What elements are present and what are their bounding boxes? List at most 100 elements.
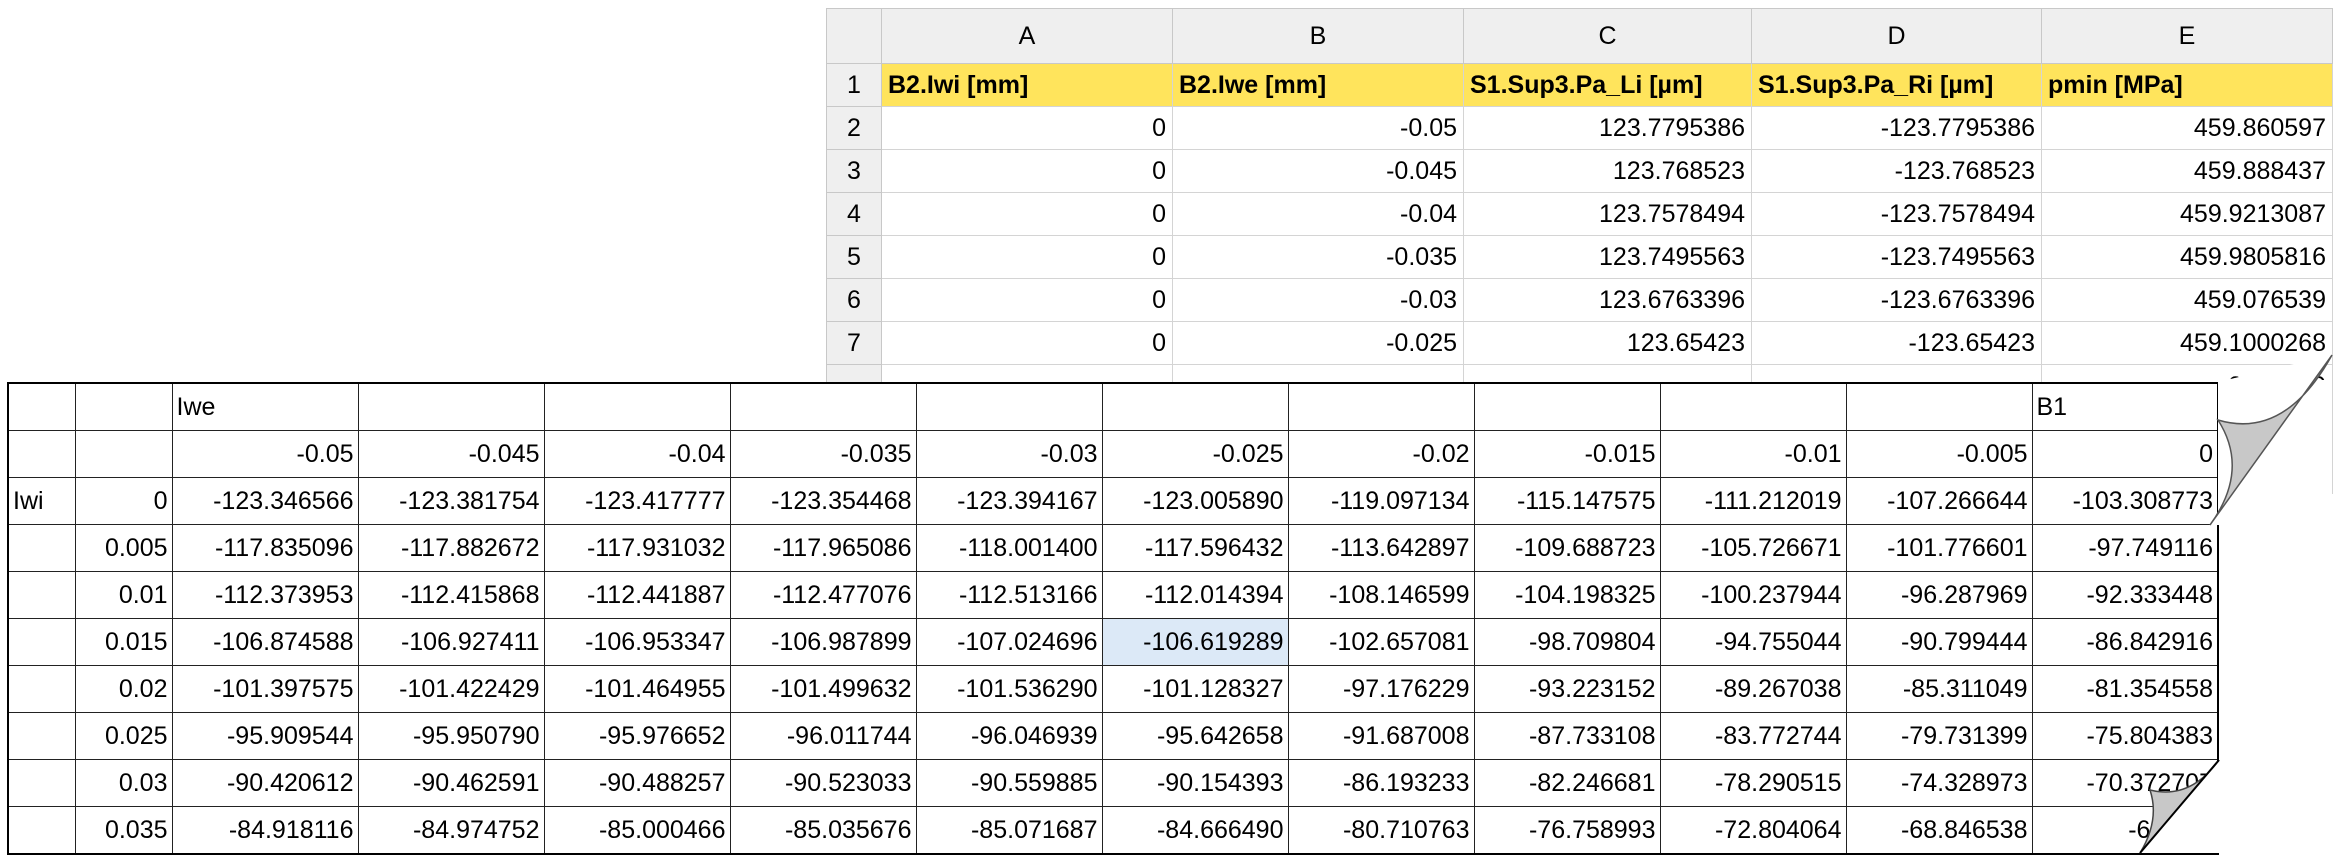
cell: -123.381754 bbox=[357, 477, 545, 525]
cell: -118.001400 bbox=[915, 524, 1103, 572]
cell: 459.888437 bbox=[2041, 149, 2333, 193]
row-number: 5 bbox=[826, 235, 882, 279]
cell: -109.688723 bbox=[1473, 524, 1661, 572]
col-header: 0 bbox=[2031, 430, 2219, 478]
cell: -0.03 bbox=[1172, 278, 1464, 322]
col-header: -0.03 bbox=[915, 430, 1103, 478]
cell: -117.931032 bbox=[543, 524, 731, 572]
cell: 123.768523 bbox=[1463, 149, 1752, 193]
cell: -85.035676 bbox=[729, 806, 917, 855]
cell: -0.025 bbox=[1172, 321, 1464, 365]
data-row: 7 0 -0.025 123.65423 -123.65423 459.1000268 bbox=[826, 321, 2333, 365]
cell: 0 bbox=[881, 278, 1173, 322]
cell: 459.076539 bbox=[2041, 278, 2333, 322]
cell bbox=[1101, 382, 1289, 431]
cell: 459.860597 bbox=[2041, 106, 2333, 150]
iwe-label: Iwe bbox=[171, 382, 359, 431]
col-header: -0.025 bbox=[1101, 430, 1289, 478]
data-row: 0.005 -117.835096 -117.882672 -117.931032 -1… bbox=[7, 524, 2219, 572]
cell: -96.011744 bbox=[729, 712, 917, 760]
cell: -95.642658 bbox=[1101, 712, 1289, 760]
cell: -91.687008 bbox=[1287, 712, 1475, 760]
cell: -89.267038 bbox=[1659, 665, 1847, 713]
cell: -107.024696 bbox=[915, 618, 1103, 666]
cell: -86.193233 bbox=[1287, 759, 1475, 807]
cell: 123.7795386 bbox=[1463, 106, 1752, 150]
col-header: -0.01 bbox=[1659, 430, 1847, 478]
data-row: 0.025 -95.909544 -95.950790 -95.976652 -96.0… bbox=[7, 712, 2219, 760]
cell: -74.328973 bbox=[1845, 759, 2033, 807]
cell: -112.014394 bbox=[1101, 571, 1289, 619]
iwi-label: Iwi bbox=[7, 477, 76, 525]
page-curl bbox=[2209, 354, 2333, 526]
cell: -117.596432 bbox=[1101, 524, 1289, 572]
cell: -102.657081 bbox=[1287, 618, 1475, 666]
cell: -95.950790 bbox=[357, 712, 545, 760]
data-row: 6 0 -0.03 123.6763396 -123.6763396 459.076539 bbox=[826, 278, 2333, 322]
cell: -123.346566 bbox=[171, 477, 359, 525]
cell: 0 bbox=[881, 321, 1173, 365]
cell bbox=[7, 524, 76, 572]
cell bbox=[7, 618, 76, 666]
cell: -112.477076 bbox=[729, 571, 917, 619]
cell bbox=[1659, 382, 1847, 431]
cell: -0.035 bbox=[1172, 235, 1464, 279]
row-number: 1 bbox=[826, 63, 882, 107]
header-row: 1 B2.Iwi [mm] B2.Iwe [mm] S1.Sup3.Pa_Li [µm… bbox=[826, 63, 2333, 107]
cell: -95.976652 bbox=[543, 712, 731, 760]
cell bbox=[7, 665, 76, 713]
pivot-table: Iwe B1 -0.05 -0.045 -0.04 -0.035 -0.03 -0.025 -0… bbox=[7, 382, 2219, 855]
row-number: 6 bbox=[826, 278, 882, 322]
cell: 459.9213087 bbox=[2041, 192, 2333, 236]
data-row: 0.035 -84.918116 -84.974752 -85.000466 -85.0… bbox=[7, 806, 2219, 855]
cell: 123.65423 bbox=[1463, 321, 1752, 365]
row-header: 0.02 bbox=[74, 665, 173, 713]
cell: -123.6763396 bbox=[1751, 278, 2042, 322]
cell: -79.731399 bbox=[1845, 712, 2033, 760]
data-row: 3 0 -0.045 123.768523 -123.768523 459.888437 bbox=[826, 149, 2333, 193]
col-header: -0.015 bbox=[1473, 430, 1661, 478]
cell: -87.733108 bbox=[1473, 712, 1661, 760]
cell: -106.619289 bbox=[1101, 618, 1289, 666]
column-letter: E bbox=[2041, 8, 2333, 64]
data-row: 0.02 -101.397575 -101.422429 -101.464955 -10… bbox=[7, 665, 2219, 713]
data-row: 2 0 -0.05 123.7795386 -123.7795386 459.860597 bbox=[826, 106, 2333, 150]
cell: -123.7495563 bbox=[1751, 235, 2042, 279]
cell: -123.7795386 bbox=[1751, 106, 2042, 150]
cell: -101.499632 bbox=[729, 665, 917, 713]
row-number: 3 bbox=[826, 149, 882, 193]
row-number: 7 bbox=[826, 321, 882, 365]
cell: -112.441887 bbox=[543, 571, 731, 619]
column-letter: A bbox=[881, 8, 1173, 64]
cell: 123.7578494 bbox=[1463, 192, 1752, 236]
cell: -117.835096 bbox=[171, 524, 359, 572]
cell: -104.198325 bbox=[1473, 571, 1661, 619]
data-row: 0.01 -112.373953 -112.415868 -112.441887 -11… bbox=[7, 571, 2219, 619]
cell: -123.394167 bbox=[915, 477, 1103, 525]
cell: -75.804383 bbox=[2031, 712, 2219, 760]
header-cell: S1.Sup3.Pa_Li [µm] bbox=[1463, 63, 1752, 107]
cell bbox=[7, 430, 76, 478]
cell: -101.776601 bbox=[1845, 524, 2033, 572]
cell bbox=[543, 382, 731, 431]
cell bbox=[7, 759, 76, 807]
col-header: -0.005 bbox=[1845, 430, 2033, 478]
cell: -93.223152 bbox=[1473, 665, 1661, 713]
column-letter: D bbox=[1751, 8, 2042, 64]
cell: -113.642897 bbox=[1287, 524, 1475, 572]
cell: -72.804064 bbox=[1659, 806, 1847, 855]
curl-edge bbox=[2139, 759, 2220, 854]
cell: -90.799444 bbox=[1845, 618, 2033, 666]
cell: -82.246681 bbox=[1473, 759, 1661, 807]
column-header-row: -0.05 -0.045 -0.04 -0.035 -0.03 -0.025 -0.02 -0… bbox=[7, 430, 2219, 478]
cell: -0.045 bbox=[1172, 149, 1464, 193]
row-header: 0.01 bbox=[74, 571, 173, 619]
cell: 459.9805816 bbox=[2041, 235, 2333, 279]
row-header: 0 bbox=[74, 477, 173, 525]
cell: -90.488257 bbox=[543, 759, 731, 807]
cell: -119.097134 bbox=[1287, 477, 1475, 525]
cell: 459.1000268 bbox=[2041, 321, 2333, 365]
